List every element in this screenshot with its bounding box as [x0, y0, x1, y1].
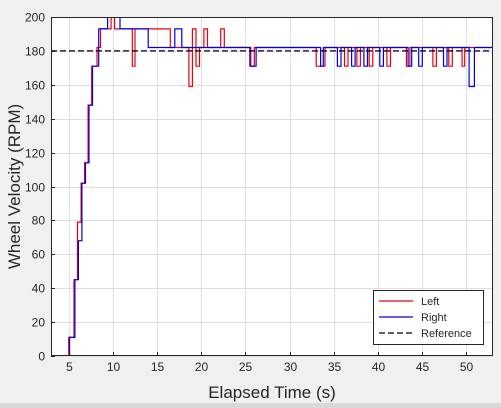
x-tick-label: 20 [195, 360, 209, 374]
legend-label-left: Left [421, 296, 439, 308]
x-tick-label: 50 [460, 360, 474, 374]
y-tick-label: 160 [25, 79, 45, 93]
y-tick-label: 0 [38, 350, 45, 364]
x-tick-label: 10 [107, 360, 121, 374]
x-tick-label: 15 [151, 360, 165, 374]
x-tick-label: 5 [66, 360, 73, 374]
plot-lines [51, 17, 493, 356]
y-tick-label: 100 [25, 181, 45, 195]
x-tick-label: 40 [372, 360, 386, 374]
y-tick-label: 80 [32, 214, 46, 228]
y-tick-label: 60 [32, 248, 46, 262]
legend-label-right: Right [421, 312, 447, 324]
window-bottom-edge [0, 403, 501, 408]
y-tick-label: 120 [25, 147, 45, 161]
y-tick-label: 180 [25, 45, 45, 59]
y-tick-label: 20 [32, 316, 46, 330]
legend-label-reference: Reference [421, 328, 472, 340]
series-right [51, 17, 493, 356]
y-tick-label: 40 [32, 282, 46, 296]
axes-border [51, 17, 493, 356]
x-tick-label: 35 [328, 360, 342, 374]
x-tick-label: 25 [239, 360, 253, 374]
y-axis-label: Wheel Velocity (RPM) [5, 104, 24, 269]
y-tick-label: 140 [25, 113, 45, 127]
y-tick-label: 200 [25, 11, 45, 25]
ticks: 5 10 15 20 25 30 35 40 45 50 0 20 40 60 80 100 120 140 160… [25, 11, 474, 375]
x-tick-label: 45 [416, 360, 430, 374]
legend: Left Right Reference [373, 290, 484, 345]
x-axis-label: Elapsed Time (s) [208, 383, 336, 402]
x-tick-label: 30 [284, 360, 298, 374]
